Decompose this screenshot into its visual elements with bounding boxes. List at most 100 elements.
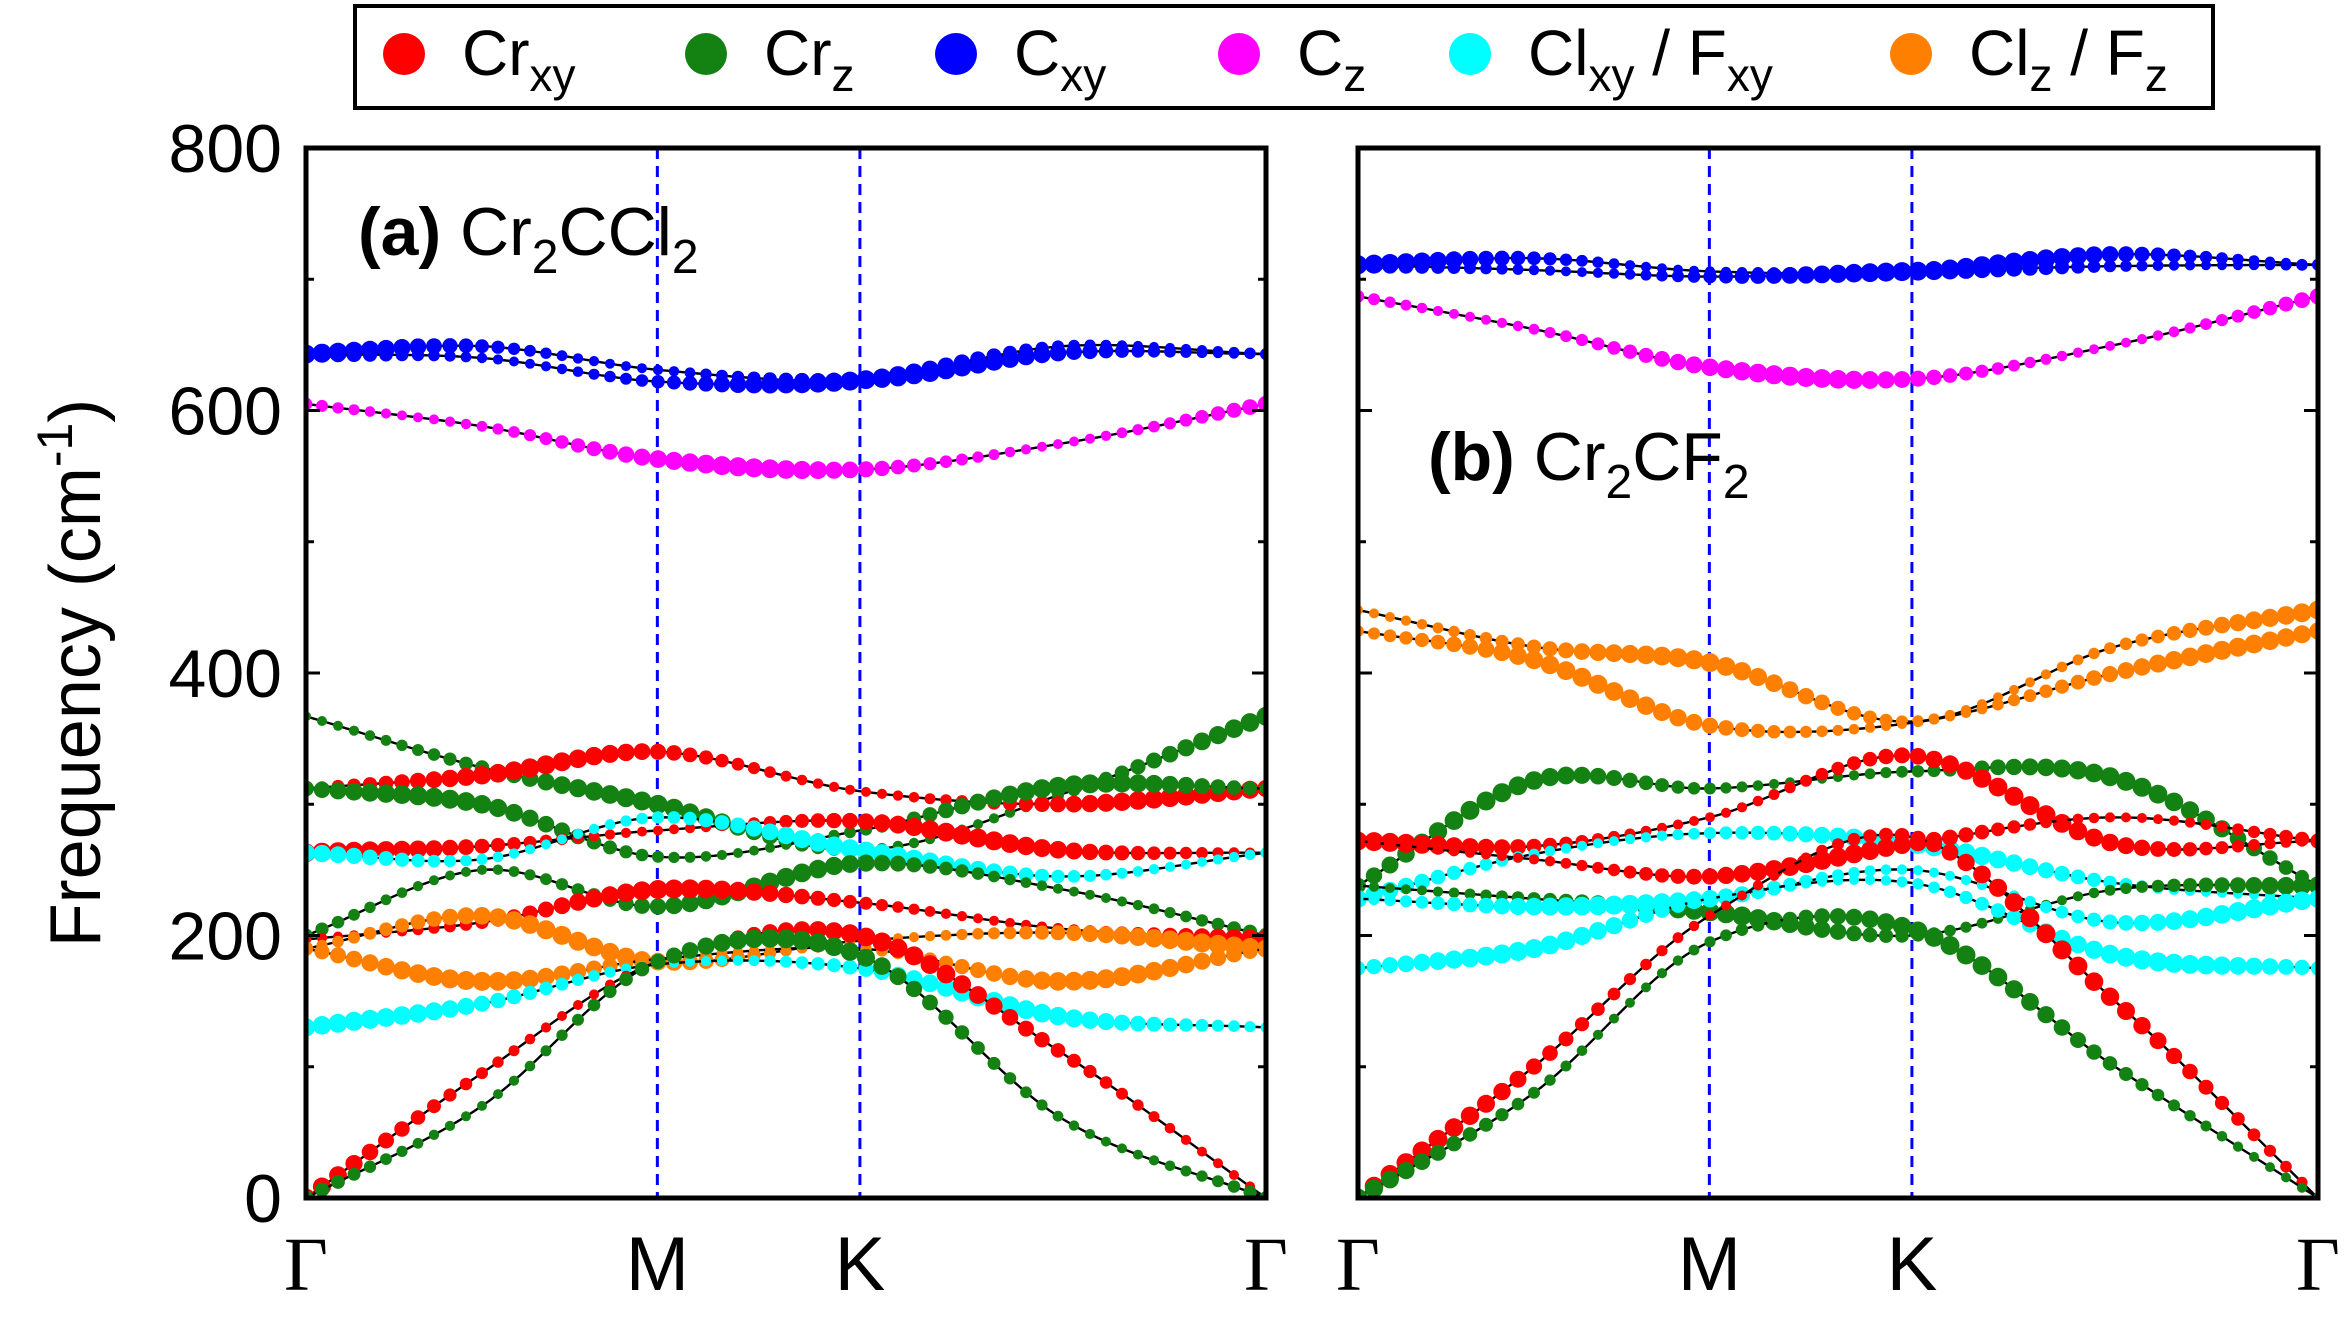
band-point [633, 448, 651, 466]
band-point [1988, 878, 2008, 897]
band-point [1128, 791, 1148, 810]
band-point [396, 1145, 408, 1157]
band-point [1927, 764, 1941, 778]
band-point [1033, 839, 1051, 858]
band-point [2148, 784, 2168, 804]
band-point [685, 956, 695, 967]
band-point [1798, 909, 1814, 925]
band-point [552, 752, 572, 772]
kpoint-label-k: K [835, 1222, 886, 1307]
band-point [490, 992, 506, 1009]
band-point [619, 972, 633, 987]
band-point [1228, 1020, 1240, 1032]
band-point [1242, 943, 1258, 960]
band-point [1524, 939, 1544, 959]
band-point [904, 946, 924, 966]
band-point [1413, 1153, 1431, 1170]
band-point [858, 461, 874, 478]
band-point [1593, 838, 1603, 849]
band-point [2214, 1095, 2230, 1111]
band-point [555, 977, 569, 991]
band-point [2168, 326, 2180, 338]
band-point [409, 772, 427, 790]
band-point [1540, 655, 1560, 675]
panel-formula-sub: 2 [532, 231, 559, 284]
band-point [1224, 719, 1244, 738]
band-point [2054, 260, 2070, 275]
band-point [1623, 973, 1637, 986]
band-point [1672, 819, 1684, 830]
band-point [1944, 711, 1956, 722]
band-point [2260, 631, 2280, 651]
band-point [1448, 845, 1460, 857]
band-point [315, 922, 329, 936]
band-point [888, 366, 908, 385]
band-point [1720, 782, 1732, 794]
band-point [1604, 682, 1624, 701]
band-point [570, 438, 586, 453]
band-point [1481, 314, 1491, 325]
band-point [1829, 908, 1847, 925]
band-point [1689, 816, 1699, 826]
band-point [2121, 812, 2131, 823]
band-point [956, 453, 968, 466]
band-point [394, 774, 410, 790]
band-point [1382, 258, 1398, 274]
band-point [857, 854, 875, 872]
band-point [1652, 646, 1672, 666]
band-point [2280, 259, 2292, 271]
band-point [1368, 293, 1380, 306]
band-point [1572, 896, 1592, 916]
band-point [987, 927, 1001, 940]
band-point [1065, 842, 1083, 860]
band-point [1960, 874, 1972, 886]
band-point [651, 811, 665, 824]
band-point [2040, 669, 2052, 680]
band-point [472, 971, 492, 991]
band-point [1768, 870, 1780, 881]
band-point [1797, 688, 1815, 705]
band-point [1036, 880, 1048, 891]
band-point [1053, 439, 1063, 450]
band-point [971, 867, 985, 880]
band-point [2215, 314, 2229, 327]
band-point [1397, 1162, 1415, 1180]
band-point [313, 346, 331, 363]
band-point [1243, 1185, 1257, 1198]
band-point [1897, 719, 1907, 730]
band-point [1032, 971, 1052, 990]
band-point [1672, 829, 1684, 841]
band-point [477, 1100, 487, 1111]
band-point [413, 412, 423, 423]
band-point [443, 1088, 457, 1102]
band-point [1146, 752, 1162, 769]
band-point [539, 432, 553, 446]
band-point [1132, 899, 1144, 911]
band-point [2133, 1016, 2151, 1035]
band-point [397, 410, 407, 421]
band-point [2247, 305, 2261, 319]
band-point [1461, 638, 1479, 655]
band-point [2260, 608, 2280, 628]
band-point [1800, 774, 1812, 787]
band-point [1495, 1108, 1509, 1122]
band-point [713, 933, 731, 952]
kpoint-label-m: M [626, 1222, 689, 1307]
band-point [731, 757, 745, 771]
band-point [1878, 928, 1894, 943]
band-point [1113, 1014, 1131, 1031]
band-point [1528, 264, 1540, 276]
band-point [795, 956, 809, 969]
band-point [1161, 745, 1179, 763]
band-point [1832, 771, 1844, 783]
band-point [1032, 779, 1052, 798]
band-point [1670, 868, 1686, 884]
band-point [2180, 801, 2200, 820]
band-point [1732, 362, 1752, 381]
band-point [2212, 640, 2232, 660]
band-point [1444, 950, 1464, 969]
band-point [1085, 889, 1095, 900]
band-point [2278, 296, 2294, 312]
band-point [2100, 987, 2120, 1006]
band-point [424, 787, 444, 807]
